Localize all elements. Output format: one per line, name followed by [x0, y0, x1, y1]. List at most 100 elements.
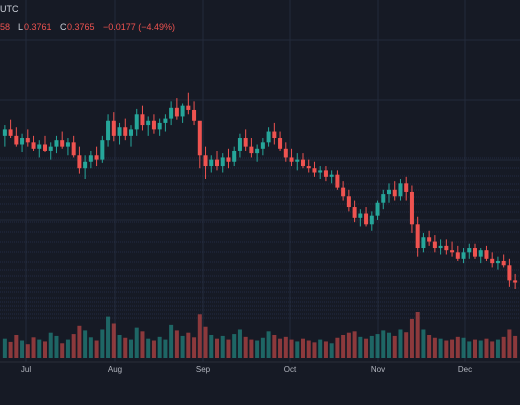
volume-bar	[214, 338, 220, 358]
candle-body	[203, 155, 208, 167]
volume-bar	[323, 341, 328, 358]
candle-body	[358, 213, 363, 218]
candle-body	[289, 157, 294, 162]
candle-body	[14, 135, 19, 145]
candle-body	[300, 159, 306, 167]
volume-bar	[392, 335, 397, 358]
candle-body	[140, 114, 145, 126]
volume-bar	[300, 338, 306, 358]
volume-bar	[140, 331, 145, 358]
volume-bar	[495, 339, 500, 358]
candle-body	[392, 189, 397, 197]
candle-body	[369, 215, 374, 225]
volume-bar	[501, 336, 506, 358]
volume-bar	[484, 338, 489, 358]
volume-bar	[163, 339, 168, 358]
candle-body	[174, 107, 179, 117]
candle-body	[65, 142, 70, 147]
candle-body	[381, 194, 386, 203]
volume-bar	[346, 332, 351, 358]
volume-bar	[42, 341, 48, 358]
volume-bar	[295, 341, 300, 358]
volume-bar	[83, 330, 88, 358]
candle-body	[478, 250, 483, 257]
candle-body	[134, 114, 139, 130]
candle-body	[209, 159, 214, 167]
candle-body	[157, 122, 162, 130]
candle-body	[427, 237, 432, 242]
candle-body	[341, 187, 346, 197]
volume-bar	[461, 337, 466, 358]
volume-bar	[341, 335, 346, 358]
volume-bar	[444, 340, 449, 358]
volume-bar	[203, 326, 208, 358]
volume-bar	[289, 339, 294, 358]
candle-body	[409, 191, 414, 225]
volume-bar	[450, 339, 455, 358]
candle-body	[232, 150, 237, 162]
candle-body	[77, 155, 82, 169]
x-axis-label-dec: Dec	[458, 365, 472, 374]
candle-body	[180, 105, 185, 117]
candle-body	[495, 260, 500, 264]
candle-body	[146, 120, 151, 126]
volume-bar	[226, 339, 231, 358]
candle-body	[266, 131, 271, 143]
candle-body	[48, 146, 53, 151]
volume-bar	[312, 342, 317, 358]
candle-body	[8, 129, 13, 136]
candle-body	[237, 138, 242, 151]
candle-body	[329, 174, 334, 177]
volume-bar	[20, 340, 25, 358]
candle-body	[455, 252, 460, 259]
candle-body	[352, 207, 357, 218]
candle-body	[169, 107, 174, 119]
volume-bar	[404, 332, 409, 358]
volume-bar	[180, 335, 185, 358]
volume-bar	[117, 335, 122, 358]
volume-bar	[2, 338, 7, 358]
volume-bar	[88, 337, 93, 358]
volume-bar	[71, 334, 76, 358]
volume-bar	[513, 335, 518, 358]
volume-bar	[54, 335, 59, 358]
volume-bar	[65, 339, 70, 358]
volume-bar	[455, 336, 460, 358]
candle-body	[163, 118, 168, 123]
candle-body	[312, 168, 317, 173]
volume-bar	[266, 331, 271, 358]
candle-body	[220, 157, 225, 167]
candle-body	[421, 237, 426, 249]
candle-body	[88, 155, 93, 162]
candle-body	[249, 146, 254, 154]
candle-body	[472, 248, 478, 257]
volume-bar	[375, 334, 380, 358]
candle-body	[42, 144, 48, 151]
candle-body	[83, 161, 88, 169]
volume-bar	[31, 337, 36, 358]
candle-body	[71, 142, 76, 156]
volume-bar	[369, 335, 374, 358]
volume-bar	[260, 337, 265, 358]
volume-bar	[94, 340, 99, 358]
candle-body	[283, 148, 288, 158]
candle-body	[100, 140, 105, 160]
candle-body	[25, 138, 30, 143]
candle-body	[31, 142, 36, 149]
volume-bar	[111, 323, 116, 358]
candle-body	[94, 155, 99, 160]
x-axis-label-oct: Oct	[284, 365, 297, 374]
candle-body	[490, 258, 495, 264]
candle-body	[260, 142, 265, 149]
volume-bar	[438, 338, 443, 358]
volume-bar	[306, 340, 311, 358]
candle-body	[186, 105, 191, 110]
volume-bar	[386, 332, 392, 358]
candle-body	[404, 183, 409, 192]
volume-bar	[335, 337, 340, 358]
volume-bar	[169, 324, 174, 358]
x-axis-label-jul: Jul	[21, 365, 31, 374]
volume-bar	[100, 329, 105, 358]
